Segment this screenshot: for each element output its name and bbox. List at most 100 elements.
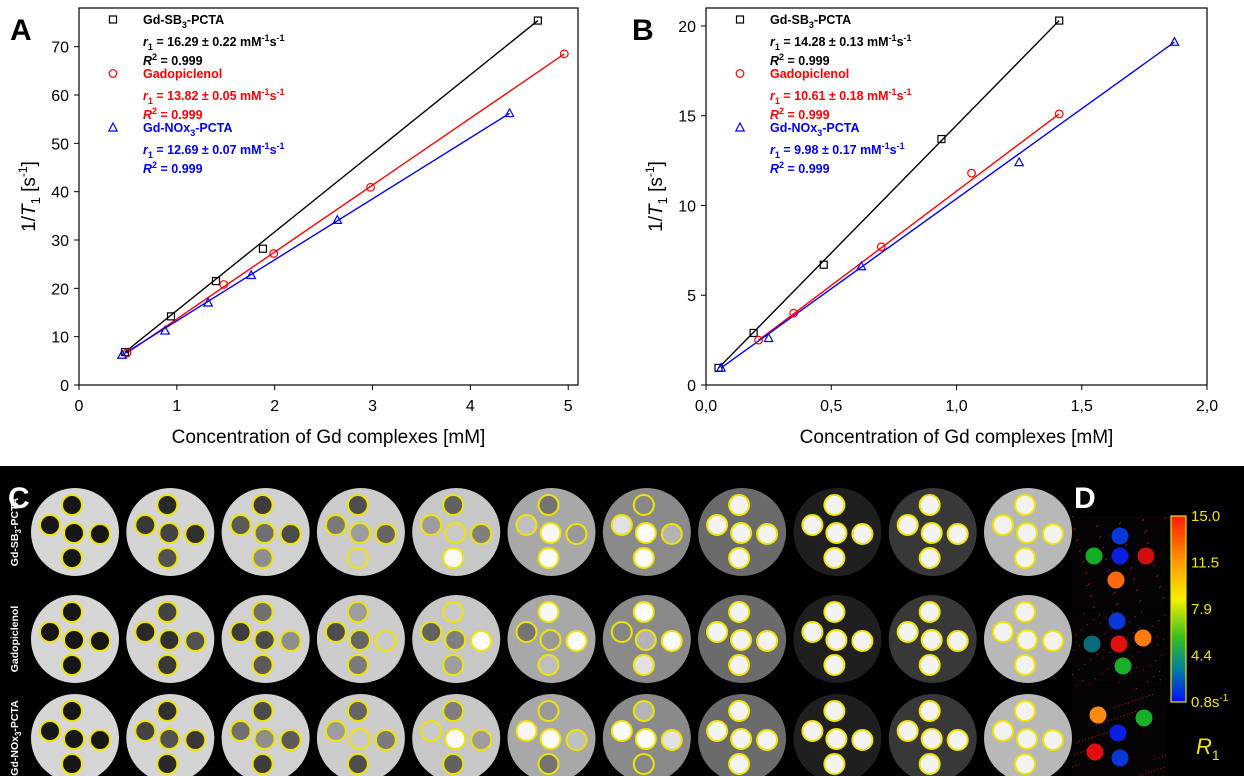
map-noise	[1080, 550, 1082, 552]
map-noise	[1099, 614, 1101, 616]
map-noise	[1149, 695, 1151, 697]
map-noise	[1143, 697, 1145, 699]
phantom-vial	[565, 729, 588, 751]
panel-letter: B	[632, 14, 654, 47]
map-noise	[1097, 735, 1099, 737]
map-vial-spot	[1111, 547, 1129, 565]
map-noise	[1129, 713, 1131, 715]
phantom-vial	[610, 514, 633, 536]
map-noise	[1140, 698, 1142, 700]
phantom-vial	[229, 514, 252, 536]
map-noise	[1132, 656, 1134, 658]
map-noise	[1099, 723, 1101, 725]
map-noise	[1133, 689, 1135, 691]
map-vial-spot	[1086, 743, 1104, 761]
data-point	[967, 168, 976, 178]
phantom-vial	[851, 630, 874, 652]
legend-r2-value: R2 = 0.999	[770, 52, 830, 68]
phantom-vial	[348, 522, 371, 544]
phantom-vial	[251, 753, 274, 775]
colorbar-tick-label: 4.4	[1191, 648, 1212, 665]
phantom-vial	[253, 522, 276, 544]
phantom-vial	[634, 629, 657, 651]
map-noise	[1100, 536, 1102, 538]
map-noise	[1103, 547, 1105, 549]
phantom-vial	[632, 494, 655, 516]
map-noise	[1164, 518, 1166, 520]
map-noise	[1146, 696, 1148, 698]
map-noise	[1131, 567, 1133, 569]
map-noise	[1076, 685, 1078, 687]
map-noise	[1082, 562, 1084, 564]
map-noise	[1142, 520, 1144, 522]
map-noise	[1120, 522, 1122, 524]
map-noise	[1162, 598, 1164, 600]
phantom-vial	[920, 728, 943, 750]
map-noise	[1108, 720, 1110, 722]
map-noise	[1116, 706, 1118, 708]
phantom-vial	[730, 629, 753, 651]
map-noise	[1163, 639, 1165, 641]
phantom-vial	[946, 523, 969, 545]
map-noise	[1081, 629, 1083, 631]
phantom-vial	[730, 728, 753, 750]
map-vial-spot	[1085, 547, 1103, 565]
plot-frame	[78, 7, 579, 386]
map-noise	[1104, 633, 1106, 635]
x-axis-label: Concentration of Gd complexes [mM]	[172, 427, 486, 448]
phantom-vial	[632, 547, 655, 569]
map-noise	[1098, 638, 1100, 640]
phantom-vial	[229, 621, 252, 643]
y-tick-label: 0	[60, 378, 69, 395]
phantom-vial	[565, 630, 588, 652]
map-noise	[1082, 740, 1084, 742]
map-vial-spot	[1135, 709, 1153, 727]
map-noise	[1155, 660, 1157, 662]
map-noise	[1105, 559, 1107, 561]
x-tick-label: 1	[172, 398, 181, 415]
map-noise	[1137, 699, 1139, 701]
map-noise	[1085, 739, 1087, 741]
data-point	[258, 244, 268, 253]
data-point	[332, 214, 343, 224]
map-noise	[1139, 601, 1141, 603]
phantom-vial	[1014, 494, 1036, 516]
phantom-vial	[918, 753, 941, 775]
phantom-vial	[823, 494, 846, 516]
map-noise	[1109, 652, 1111, 654]
data-point	[504, 107, 515, 118]
legend-r1-value: r1 = 13.82 ± 0.05 mM-1s-1	[143, 87, 285, 106]
map-noise	[1086, 572, 1088, 574]
map-noise	[1157, 769, 1159, 771]
map-noise	[1102, 649, 1104, 651]
data-point	[876, 242, 886, 252]
data-point	[116, 349, 128, 359]
map-noise	[1153, 676, 1155, 678]
map-noise	[1090, 596, 1092, 598]
phantom-vial	[324, 514, 347, 536]
map-noise	[1127, 637, 1129, 639]
map-noise	[1148, 772, 1150, 774]
phantom-vial	[1014, 700, 1036, 722]
map-noise	[1136, 688, 1138, 690]
y-tick-label: 15	[678, 109, 696, 126]
phantom-vial	[346, 547, 369, 569]
map-noise	[1114, 718, 1116, 720]
map-noise	[1149, 665, 1151, 667]
colorbar-tick-label: 15.0	[1191, 508, 1220, 525]
map-noise	[1106, 617, 1108, 619]
phantom-vial	[158, 629, 181, 651]
phantom-vial	[728, 654, 751, 676]
map-noise	[1160, 679, 1162, 681]
map-noise	[1090, 659, 1092, 661]
plot-frame	[705, 7, 1208, 386]
phantom-vial	[728, 700, 751, 722]
map-noise	[1076, 540, 1078, 542]
map-noise	[1073, 529, 1075, 531]
data-point	[856, 260, 867, 271]
map-noise	[1138, 651, 1140, 653]
map-noise	[1073, 650, 1075, 652]
y-axis-label: 1/T1 [s-1]	[643, 161, 670, 232]
phantom-vial	[324, 621, 347, 643]
